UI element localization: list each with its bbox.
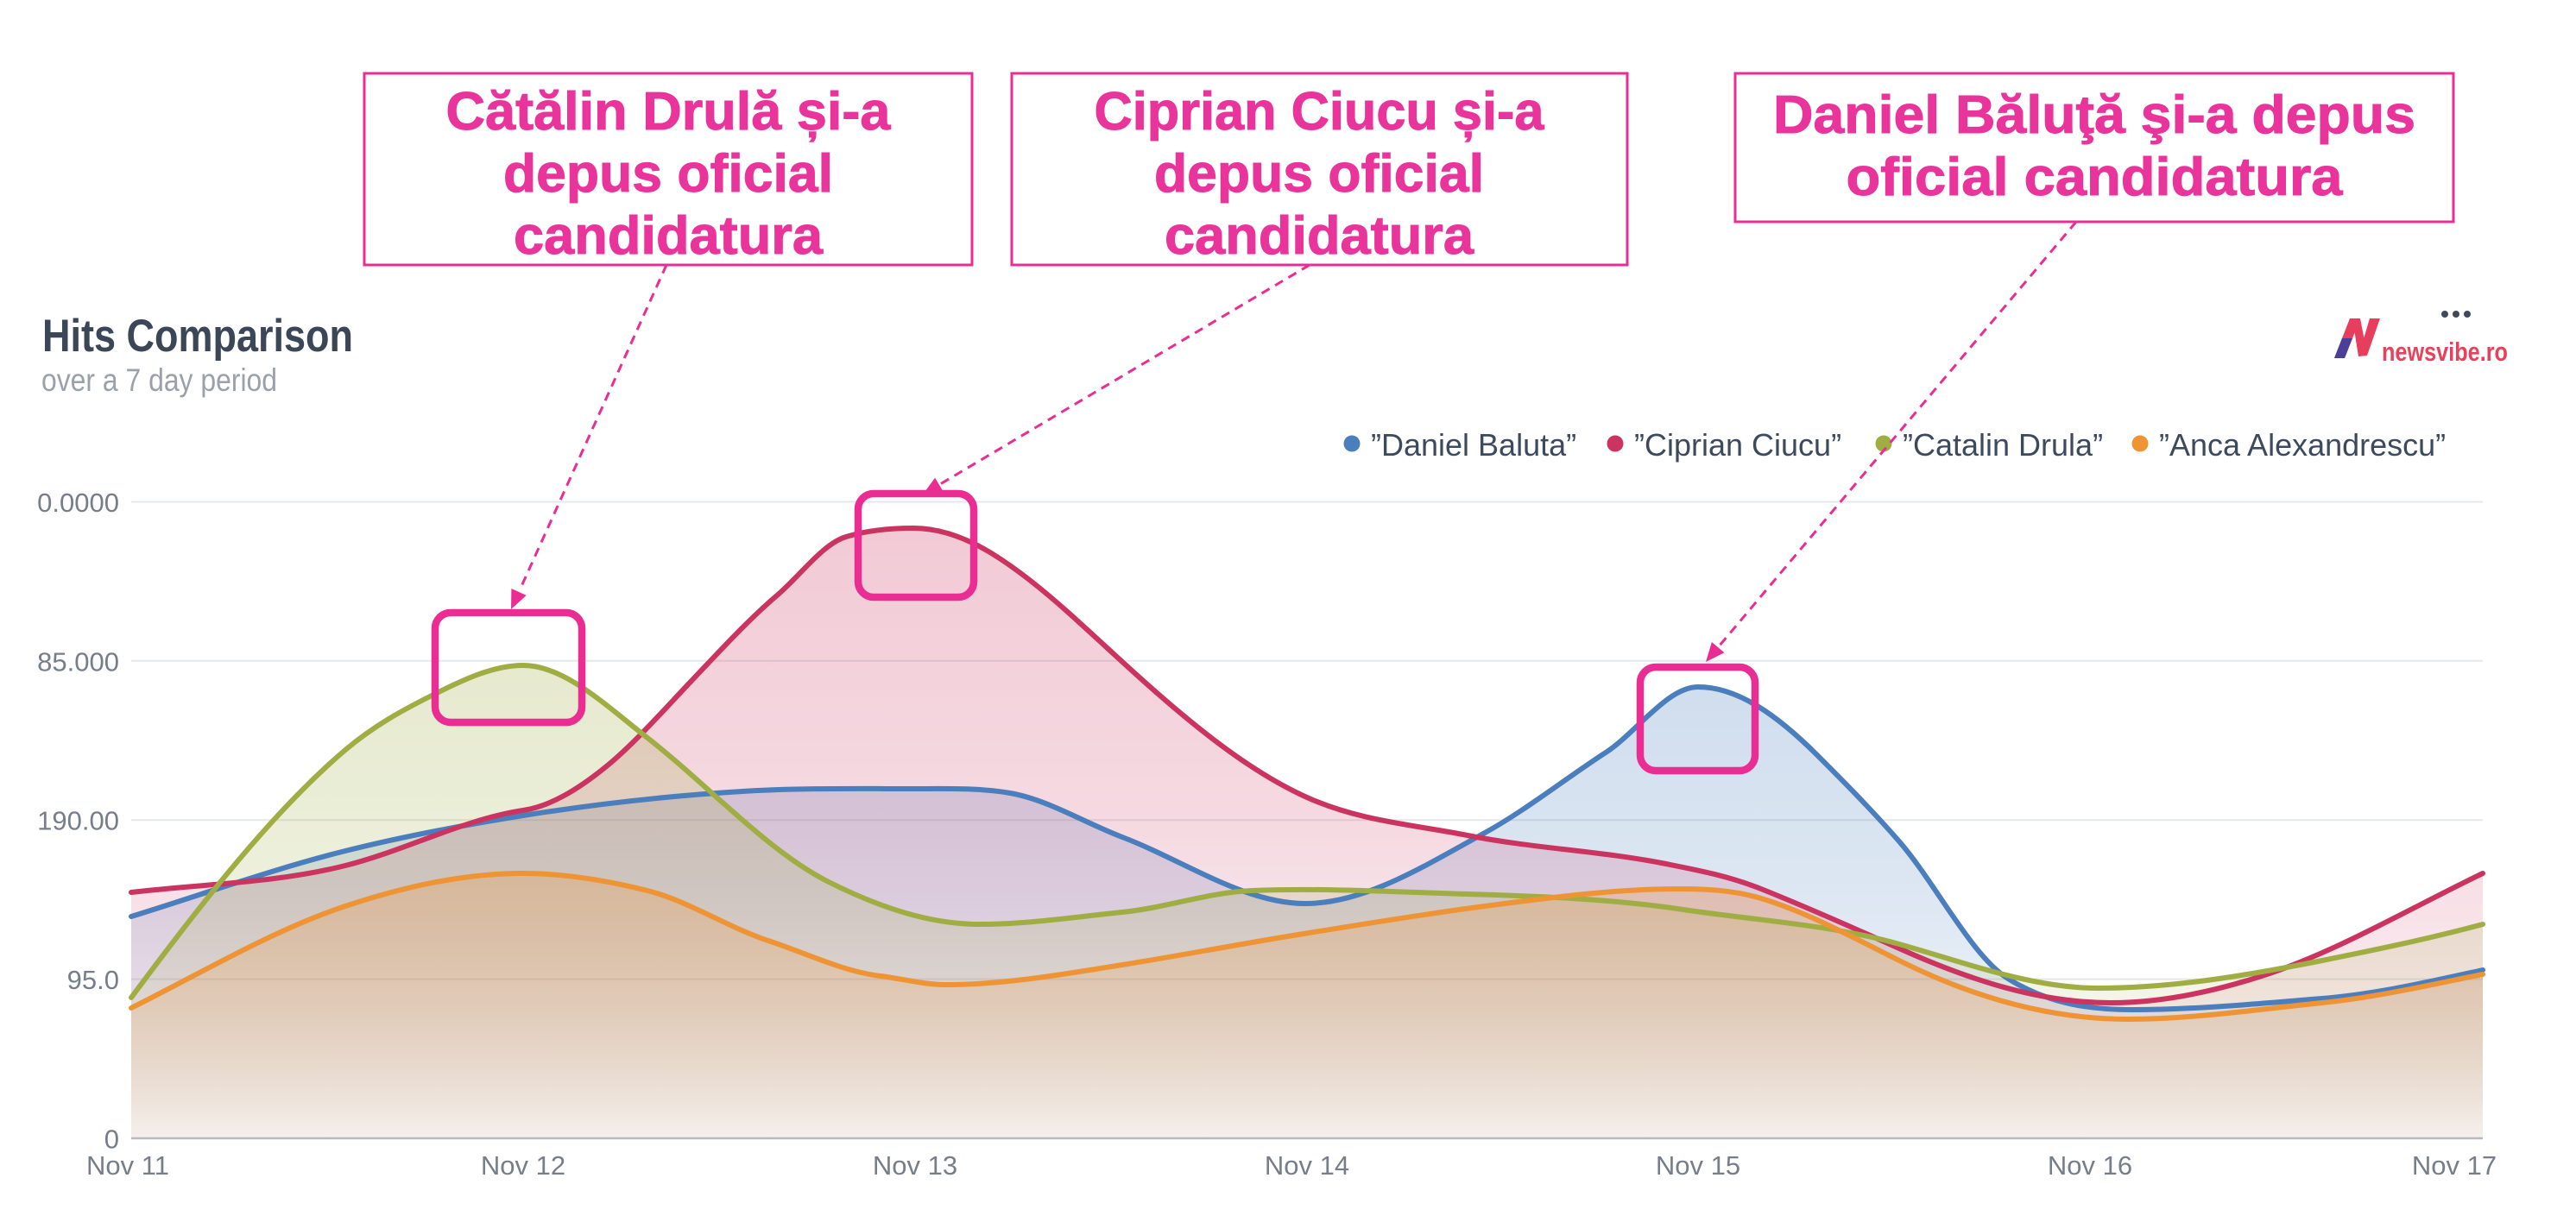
svg-text:over a 7 day period: over a 7 day period xyxy=(41,362,277,398)
svg-text:depus oficial: depus oficial xyxy=(1154,144,1484,204)
svg-text:Nov 15: Nov 15 xyxy=(1656,1150,1740,1181)
svg-text:85.000: 85.000 xyxy=(37,646,119,677)
svg-text:0.0000: 0.0000 xyxy=(37,488,119,518)
svg-text:Nov 11: Nov 11 xyxy=(86,1150,169,1181)
svg-text:Nov 17: Nov 17 xyxy=(2412,1150,2497,1181)
svg-text:candidatura: candidatura xyxy=(514,206,824,266)
svg-text:”Daniel Baluta”: ”Daniel Baluta” xyxy=(1371,427,1576,463)
svg-text:Nov 14: Nov 14 xyxy=(1265,1150,1349,1181)
svg-text:0: 0 xyxy=(104,1124,119,1155)
svg-text:”Catalin Drula”: ”Catalin Drula” xyxy=(1903,427,2103,463)
svg-text:oficial candidatura: oficial candidatura xyxy=(1847,148,2344,207)
svg-text:Ciprian Ciucu și-a: Ciprian Ciucu și-a xyxy=(1095,82,1545,142)
svg-text:newsvibe.ro: newsvibe.ro xyxy=(2382,337,2508,367)
svg-text:”Ciprian Ciucu”: ”Ciprian Ciucu” xyxy=(1634,427,1841,463)
svg-text:depus oficial: depus oficial xyxy=(503,144,833,204)
svg-text:Cătălin Drulă și-a: Cătălin Drulă și-a xyxy=(446,82,892,142)
svg-text:Nov 13: Nov 13 xyxy=(873,1150,957,1181)
svg-text:190.00: 190.00 xyxy=(37,806,119,836)
svg-text:Daniel Băluţă şi-a depus: Daniel Băluţă şi-a depus xyxy=(1773,85,2415,145)
svg-text:candidatura: candidatura xyxy=(1165,206,1474,266)
svg-text:”Anca Alexandrescu”: ”Anca Alexandrescu” xyxy=(2159,427,2446,463)
svg-text:Hits Comparison: Hits Comparison xyxy=(42,311,353,362)
svg-text:Nov 12: Nov 12 xyxy=(481,1150,565,1181)
svg-text:95.0: 95.0 xyxy=(67,965,119,995)
svg-text:Nov 16: Nov 16 xyxy=(2048,1150,2132,1181)
